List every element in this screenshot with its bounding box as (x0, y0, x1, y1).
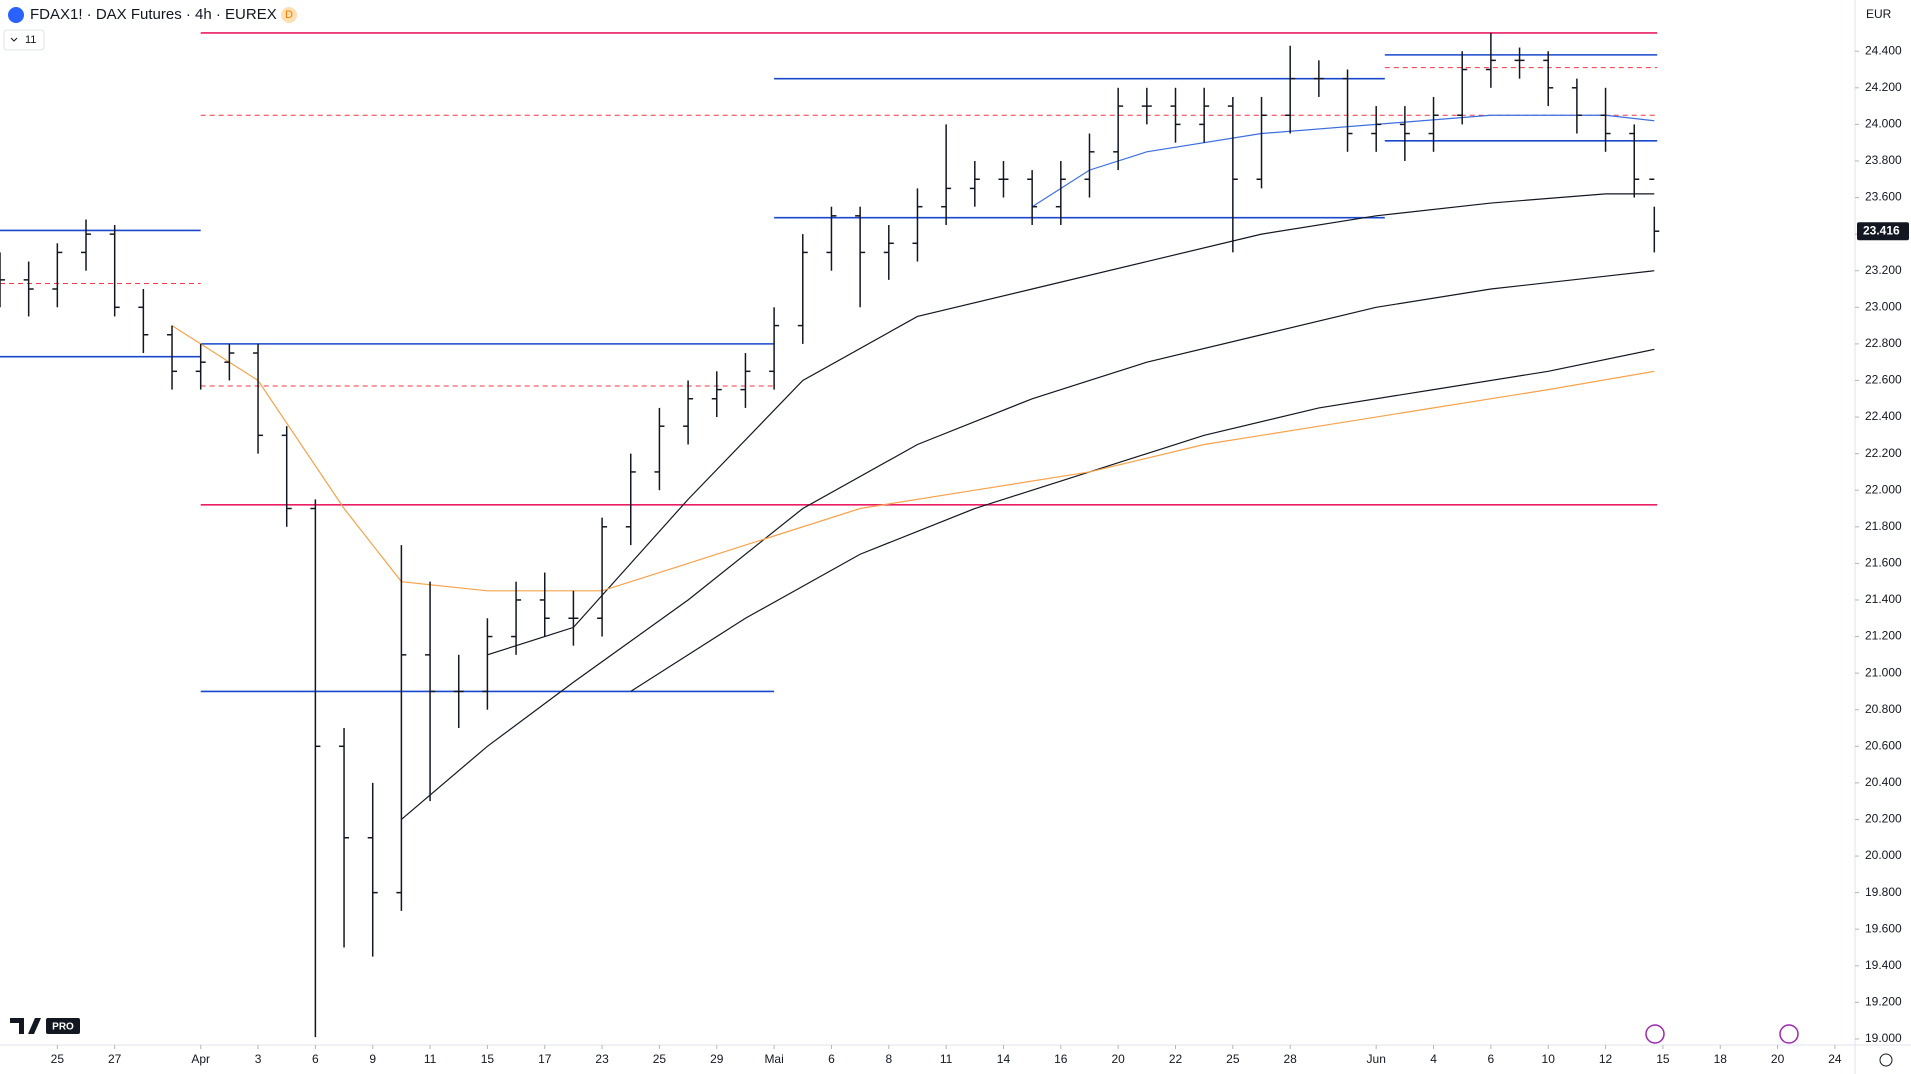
symbol-icon (8, 7, 24, 23)
x-tick-label: 23 (595, 1052, 609, 1066)
logo (10, 1018, 80, 1034)
moving-average (487, 193, 1655, 656)
x-tick-label: 18 (1714, 1052, 1728, 1066)
x-tick-label: 29 (710, 1052, 724, 1066)
x-tick-label: 6 (1488, 1052, 1495, 1066)
y-tick-label: 19.600 (1865, 921, 1902, 935)
x-tick-label: 25 (51, 1052, 65, 1066)
x-tick-label: 20 (1771, 1052, 1785, 1066)
x-tick-label: 8 (885, 1052, 892, 1066)
settings-icon[interactable] (1879, 1053, 1893, 1067)
y-tick-label: 20.400 (1865, 775, 1902, 789)
y-tick-label: 20.200 (1865, 812, 1902, 826)
x-tick-label: 4 (1430, 1052, 1437, 1066)
last-price-label: 23.416 (1863, 223, 1900, 237)
moving-average (401, 270, 1655, 820)
x-tick-label: 22 (1169, 1052, 1183, 1066)
x-tick-label: Apr (191, 1052, 210, 1066)
y-tick-label: 21.800 (1865, 519, 1902, 533)
x-tick-label: 11 (940, 1052, 953, 1066)
logo-badge: PRO (52, 1022, 74, 1033)
chart-title: FDAX1! · DAX Futures · 4h · EUREX (30, 6, 277, 23)
x-tick-label: Jun (1367, 1052, 1386, 1066)
y-tick-label: 19.400 (1865, 958, 1902, 972)
y-tick-label: 22.200 (1865, 446, 1902, 460)
x-tick-label: 10 (1542, 1052, 1556, 1066)
x-tick-label: 15 (1656, 1052, 1670, 1066)
x-tick-label: 25 (1226, 1052, 1240, 1066)
y-tick-label: 22.400 (1865, 409, 1902, 423)
y-tick-label: 22.800 (1865, 336, 1902, 350)
y-tick-label: 22.600 (1865, 373, 1902, 387)
badge: D (285, 9, 293, 21)
x-tick-label: 25 (653, 1052, 667, 1066)
y-tick-label: 22.000 (1865, 482, 1902, 496)
x-tick-label: 27 (108, 1052, 122, 1066)
x-tick-label: 16 (1054, 1052, 1068, 1066)
x-tick-label: 14 (997, 1052, 1011, 1066)
alert-icon[interactable] (1645, 1024, 1665, 1044)
moving-average (171, 325, 1655, 592)
scroll-icon[interactable] (1779, 1024, 1799, 1044)
y-tick-label: 23.600 (1865, 190, 1902, 204)
y-tick-label: 24.000 (1865, 117, 1902, 131)
y-tick-label: 20.800 (1865, 702, 1902, 716)
x-tick-label: 6 (312, 1052, 319, 1066)
x-tick-label: 20 (1111, 1052, 1125, 1066)
y-tick-label: 23.800 (1865, 153, 1902, 167)
y-tick-label: 19.000 (1865, 1031, 1902, 1045)
y-tick-label: 19.800 (1865, 885, 1902, 899)
x-tick-label: 9 (369, 1052, 376, 1066)
y-tick-label: 19.200 (1865, 995, 1902, 1009)
plot-area (0, 32, 1660, 1038)
y-tick-label: 23.000 (1865, 299, 1902, 313)
x-tick-label: 28 (1284, 1052, 1298, 1066)
x-tick-label: 17 (538, 1052, 552, 1066)
y-tick-label: 21.200 (1865, 629, 1902, 643)
y-tick-label: 20.000 (1865, 848, 1902, 862)
last-price-box (1857, 222, 1909, 241)
x-tick-label: Mai (764, 1052, 783, 1066)
y-tick-label: 24.200 (1865, 80, 1902, 94)
x-tick-label: 15 (481, 1052, 495, 1066)
y-tick-label: 21.400 (1865, 592, 1902, 606)
y-tick-label: 21.000 (1865, 665, 1902, 679)
indicators-toggle[interactable] (3, 29, 45, 51)
x-tick-label: 3 (255, 1052, 262, 1066)
moving-average (1031, 114, 1655, 208)
badge-bg (281, 7, 297, 23)
chevron (10, 37, 18, 42)
y-tick-label: 20.600 (1865, 738, 1902, 752)
x-tick-label: 11 (424, 1052, 437, 1066)
y-tick-label: 23.200 (1865, 263, 1902, 277)
currency[interactable]: EUR (1866, 7, 1892, 21)
x-tick-label: 6 (828, 1052, 835, 1066)
x-tick-label: 12 (1599, 1052, 1613, 1066)
y-tick-label: 24.400 (1865, 43, 1902, 57)
y-tick-label: 21.600 (1865, 556, 1902, 570)
moving-average (630, 348, 1655, 692)
x-tick-label: 24 (1828, 1052, 1842, 1066)
indicator-count[interactable]: 11 (25, 34, 36, 46)
